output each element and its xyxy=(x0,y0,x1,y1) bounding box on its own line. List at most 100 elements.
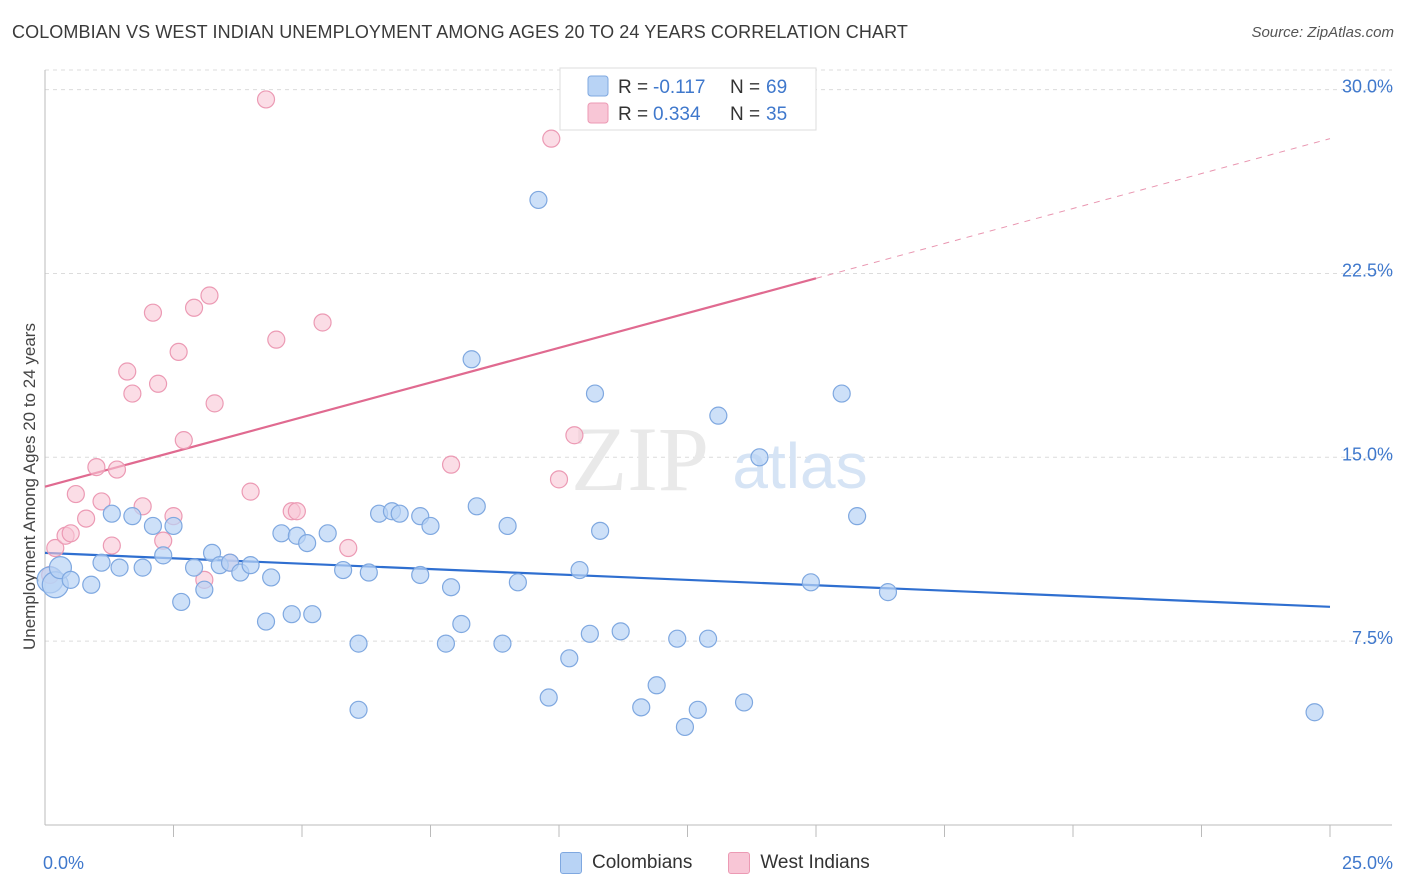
y-tick-label: 30.0% xyxy=(1342,77,1393,97)
colombians-point xyxy=(529,190,548,210)
colombians-point xyxy=(493,634,512,653)
west-indians-point xyxy=(267,330,286,349)
colombians-point xyxy=(436,634,456,653)
colombians-legend-label: Colombians xyxy=(592,852,693,873)
chart-title: COLOMBIAN VS WEST INDIAN UNEMPLOYMENT AM… xyxy=(12,22,908,42)
colombians-point xyxy=(154,546,173,565)
west-indians-trend-extension xyxy=(815,138,1331,279)
west-indians-point xyxy=(313,313,332,332)
colombians-point xyxy=(421,516,440,536)
west-indians-point xyxy=(77,509,96,528)
west-indians-point xyxy=(205,394,224,413)
colombians-point xyxy=(303,605,322,624)
colombians-point xyxy=(709,406,728,425)
west-indians-point xyxy=(118,362,137,381)
west-indians-point xyxy=(143,303,163,322)
colombians-point xyxy=(832,384,851,403)
west-indians-point xyxy=(92,492,111,511)
colombians-point xyxy=(61,570,80,589)
colombians-point xyxy=(632,698,651,717)
west-indians-point xyxy=(241,482,260,501)
colombians-point xyxy=(848,507,867,526)
colombians-point xyxy=(580,624,599,643)
chart-source: Source: ZipAtlas.com xyxy=(1251,24,1394,41)
tick-labels: 7.5% 15.0% 22.5% 30.0% 0.0% 25.0% xyxy=(43,77,1393,873)
colombians-point xyxy=(647,676,666,695)
west-indians-point xyxy=(287,502,306,521)
west-indians-point xyxy=(441,455,461,474)
colombians-legend-swatch xyxy=(560,852,582,874)
colombians-point xyxy=(262,568,281,587)
west-indians-point xyxy=(169,342,188,361)
west-indians-legend-label: West Indians xyxy=(760,852,870,873)
colombians-point xyxy=(82,575,101,594)
legend-n-label-1: N = xyxy=(730,77,760,98)
y-tick-label: 15.0% xyxy=(1342,444,1393,464)
colombians-point xyxy=(560,649,579,668)
bottom-legend-west-indians: West Indians xyxy=(728,852,870,874)
colombians-point xyxy=(256,612,276,631)
colombians-point xyxy=(591,521,610,540)
colombians-point xyxy=(390,504,409,523)
y-tick-label: 22.5% xyxy=(1342,260,1393,280)
colombians-point xyxy=(508,573,527,592)
west-indians-point xyxy=(542,129,561,148)
colombians-point xyxy=(164,516,183,536)
colombians-point xyxy=(698,629,718,648)
colombians-point xyxy=(349,634,368,653)
bottom-legend: Colombians West Indians xyxy=(560,852,896,874)
colombians-point xyxy=(349,700,368,719)
west-indians-point xyxy=(184,298,204,317)
west-indians-point xyxy=(87,458,106,477)
watermark-zip: ZIP xyxy=(571,408,709,510)
colombians-point xyxy=(110,558,129,577)
west-indians-point xyxy=(148,374,168,393)
trend-lines xyxy=(44,138,1331,608)
colombians-point xyxy=(750,448,769,467)
colombians-points xyxy=(36,190,1324,737)
colombians-point xyxy=(452,614,471,634)
colombians-point xyxy=(675,717,695,737)
west-indians-point xyxy=(123,384,142,403)
x-tick-label: 0.0% xyxy=(43,853,84,873)
legend-n-label-2: N = xyxy=(730,104,760,125)
west-indians-point xyxy=(46,538,65,558)
colombians-point xyxy=(102,504,121,523)
colombians-trend-line xyxy=(44,551,1331,608)
colombians-point xyxy=(133,558,152,577)
colombians-point xyxy=(334,560,353,580)
west-indians-point xyxy=(66,484,85,504)
colombians-point xyxy=(801,573,820,592)
colombians-point xyxy=(462,350,481,369)
colombians-point xyxy=(498,516,517,536)
bottom-legend-colombians: Colombians xyxy=(560,852,692,874)
west-indians-point xyxy=(107,460,127,479)
colombians-point xyxy=(318,524,337,543)
colombians-point xyxy=(688,700,707,719)
legend-r-label-2: R = xyxy=(618,104,648,125)
colombians-point xyxy=(172,592,191,612)
watermark: ZIP atlas xyxy=(571,408,868,510)
colombians-point xyxy=(359,563,378,582)
west-indians-point xyxy=(102,536,121,555)
colombians-point xyxy=(241,556,260,575)
colombians-point xyxy=(734,693,754,712)
colombians-point xyxy=(143,516,163,536)
gridlines xyxy=(45,69,1392,642)
colombians-point xyxy=(539,688,558,707)
west-indians-point xyxy=(565,426,584,445)
west-indians-trend-line xyxy=(44,277,817,488)
colombians-point xyxy=(123,507,142,526)
colombians-swatch xyxy=(587,75,609,97)
west-indians-point xyxy=(200,286,219,305)
y-tick-label: 7.5% xyxy=(1352,628,1393,648)
colombians-point xyxy=(668,629,687,648)
west-indians-point xyxy=(61,524,80,543)
colombians-point xyxy=(585,384,605,403)
legend-n-value-2: 35 xyxy=(766,104,787,125)
legend-r-value-1: -0.117 xyxy=(653,77,705,98)
west-indians-swatch xyxy=(587,102,609,124)
west-indians-point xyxy=(256,90,276,109)
colombians-point xyxy=(570,560,589,580)
